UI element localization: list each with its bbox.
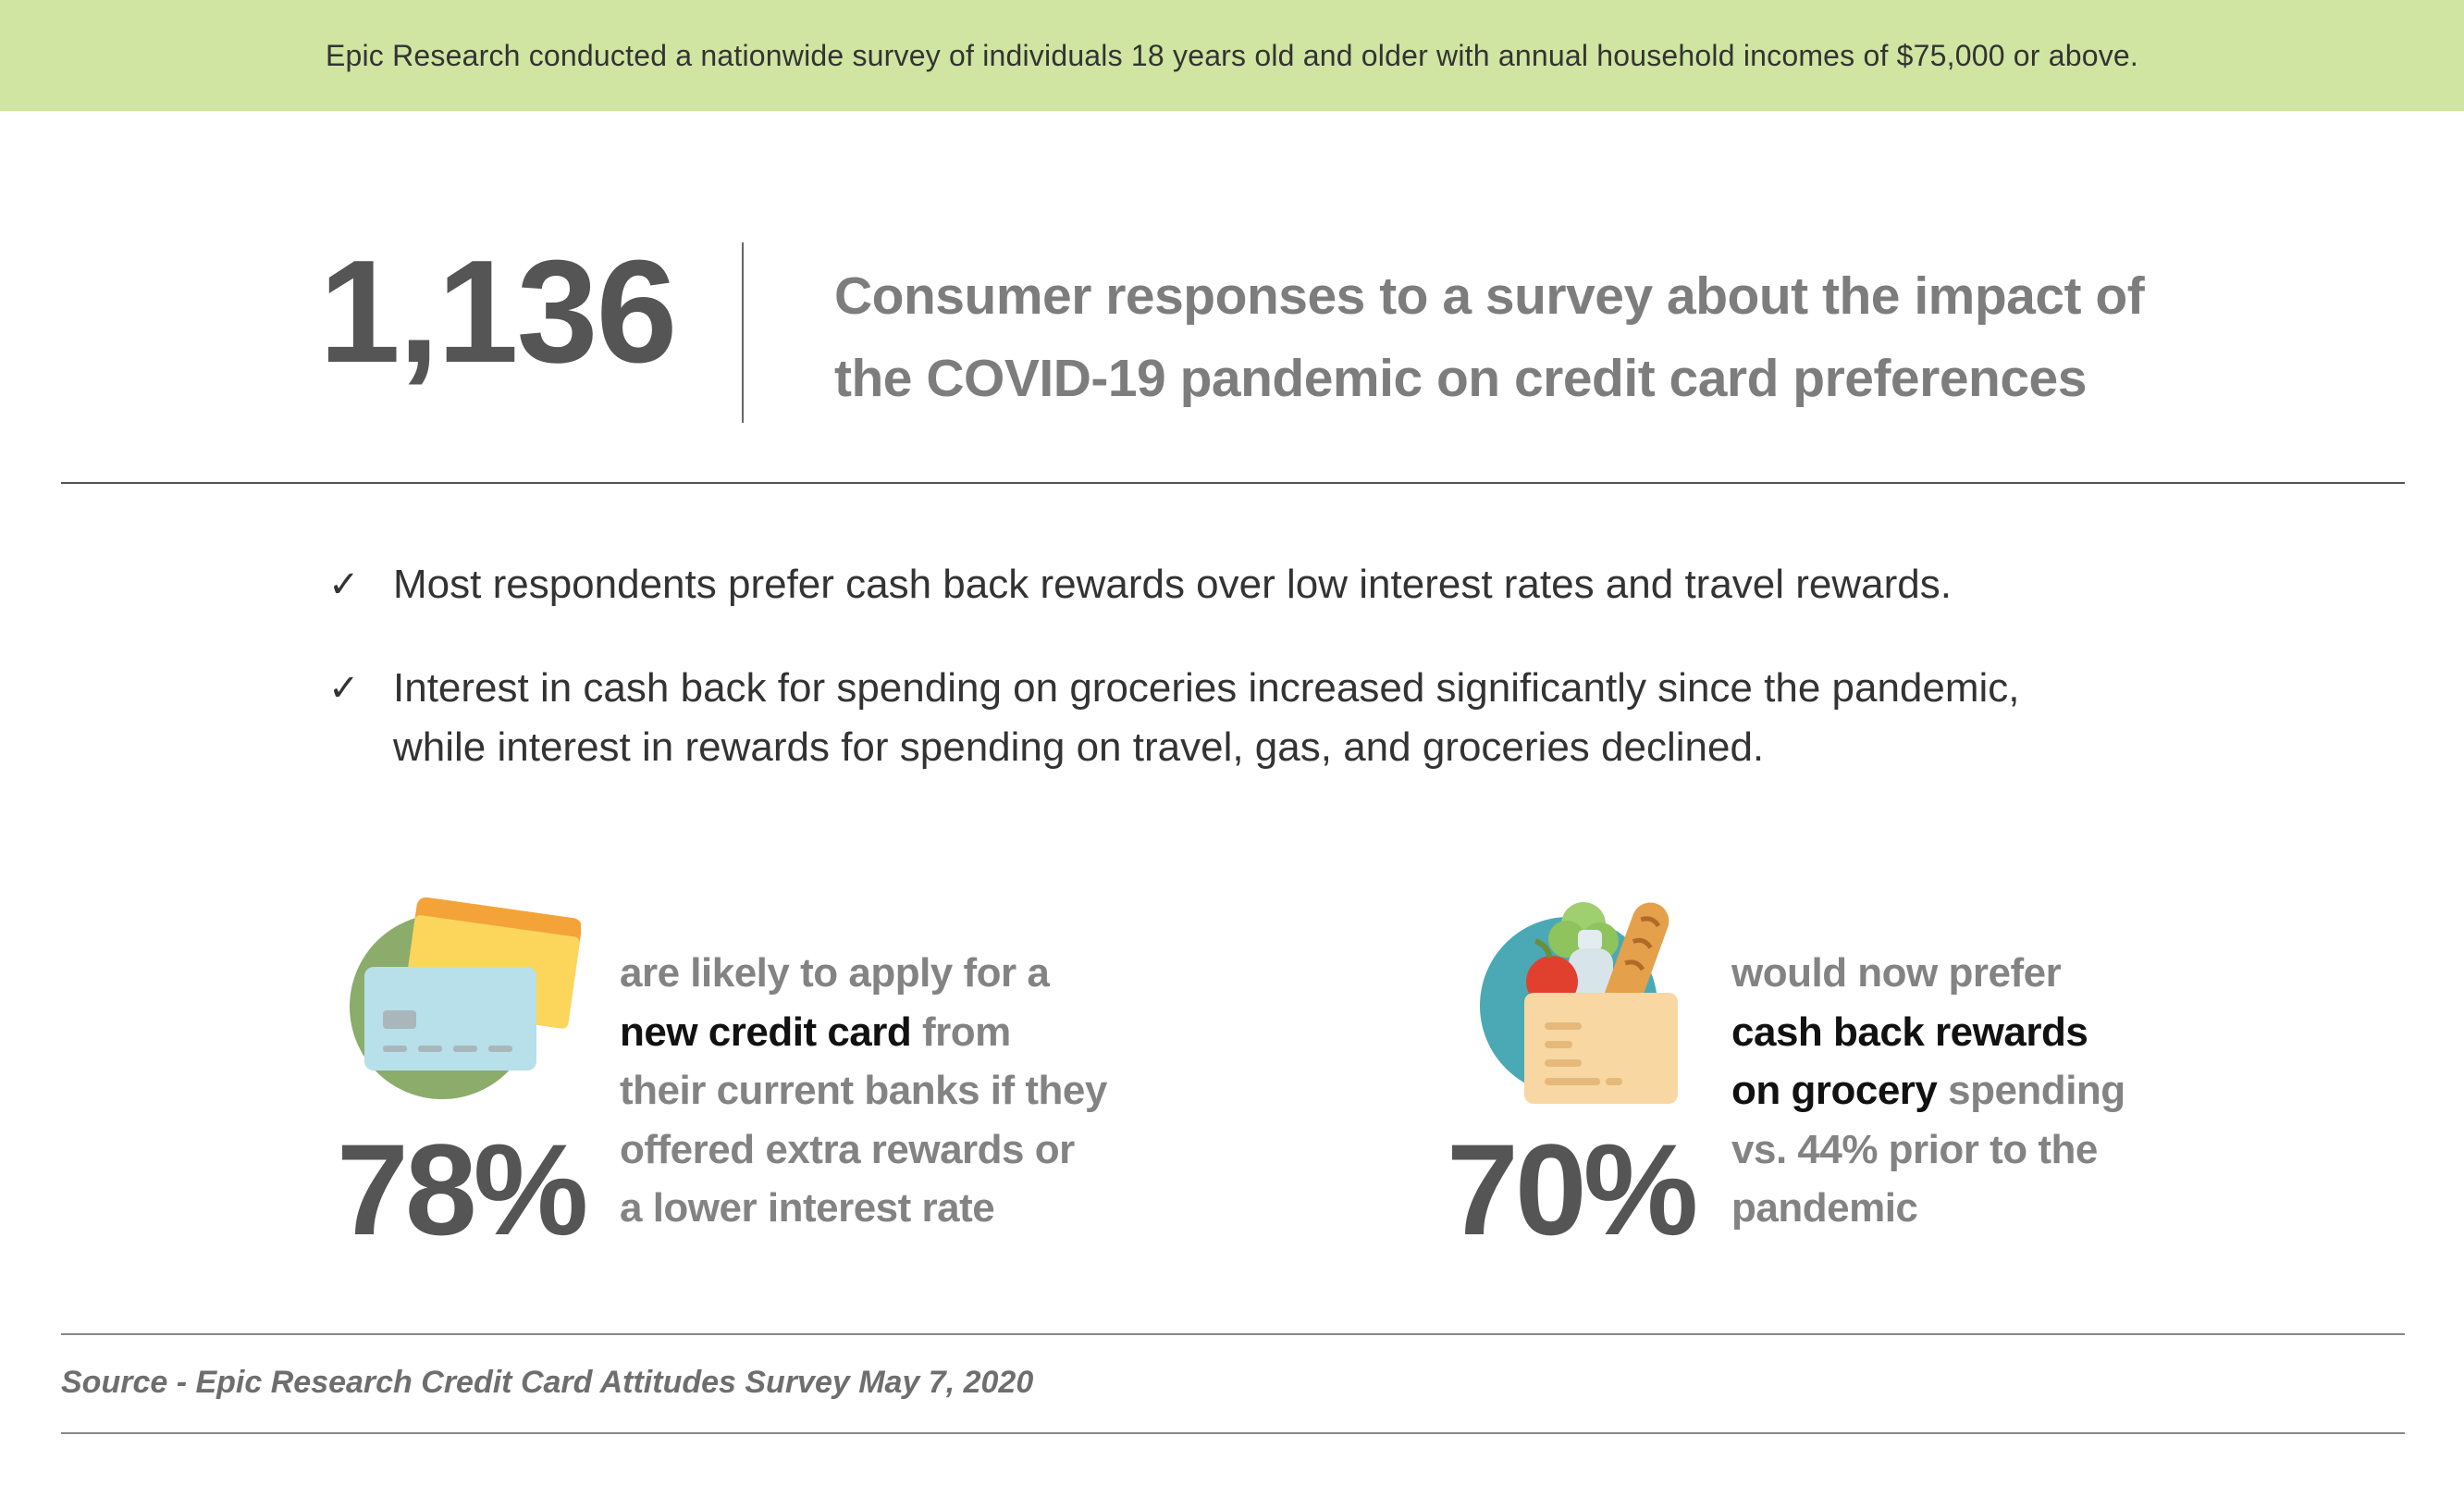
stat-line: cash back rewards	[1731, 1003, 2249, 1062]
stat-line: pandemic	[1731, 1185, 1918, 1231]
stat-description-new-card: are likely to apply for a new credit car…	[620, 944, 1138, 1238]
stat-line: new credit card from	[620, 1003, 1138, 1062]
stat-line: would now prefer	[1731, 950, 2062, 996]
banner-text: Epic Research conducted a nationwide sur…	[325, 38, 2139, 72]
stat-line-rest: spending	[1937, 1068, 2125, 1113]
stat-line-rest: from	[911, 1009, 1011, 1055]
source-citation: Source - Epic Research Credit Card Attit…	[61, 1365, 1034, 1400]
source-divider-top	[61, 1333, 2405, 1335]
top-banner: Epic Research conducted a nationwide sur…	[0, 0, 2464, 111]
stat-line: vs. 44% prior to the	[1731, 1126, 2098, 1172]
grocery-bag-icon	[1480, 893, 1702, 1106]
finding-line: while interest in rewards for spending o…	[393, 724, 1765, 770]
hero-divider	[742, 242, 744, 423]
stat-description-grocery-cash-back: would now prefer cash back rewards on gr…	[1731, 944, 2249, 1238]
stat-highlight: on grocery	[1731, 1068, 1938, 1113]
section-divider	[61, 482, 2405, 484]
finding-item: ✓ Interest in cash back for spending on …	[328, 659, 2178, 777]
check-icon: ✓	[328, 668, 360, 709]
finding-text: Most respondents prefer cash back reward…	[393, 555, 2150, 614]
stat-percent-new-card: 78%	[337, 1117, 588, 1262]
finding-line: Interest in cash back for spending on gr…	[393, 665, 2020, 711]
source-divider-bottom	[61, 1432, 2405, 1434]
stat-percent-grocery-cash-back: 70%	[1447, 1117, 1698, 1262]
finding-item: ✓ Most respondents prefer cash back rewa…	[328, 555, 2178, 614]
check-icon: ✓	[328, 564, 360, 605]
stat-line: their current banks if they	[620, 1068, 1107, 1113]
respondent-count: 1,136	[319, 230, 677, 393]
stat-highlight: new credit card	[620, 1009, 912, 1055]
headline: Consumer responses to a survey about the…	[834, 255, 2222, 420]
headline-line-1: Consumer responses to a survey about the…	[834, 266, 2145, 326]
finding-line: Most respondents prefer cash back reward…	[393, 562, 1952, 607]
stat-highlight: cash back rewards	[1731, 1009, 2088, 1055]
stat-line: on grocery spending	[1731, 1061, 2249, 1120]
stat-line: offered extra rewards or	[620, 1126, 1075, 1172]
key-findings: ✓ Most respondents prefer cash back rewa…	[328, 555, 2178, 822]
finding-text: Interest in cash back for spending on gr…	[393, 659, 2150, 777]
stat-line: are likely to apply for a	[620, 950, 1050, 996]
credit-cards-icon	[350, 897, 582, 1101]
stat-line: a lower interest rate	[620, 1185, 995, 1231]
headline-line-2: the COVID-19 pandemic on credit card pre…	[834, 349, 2087, 408]
